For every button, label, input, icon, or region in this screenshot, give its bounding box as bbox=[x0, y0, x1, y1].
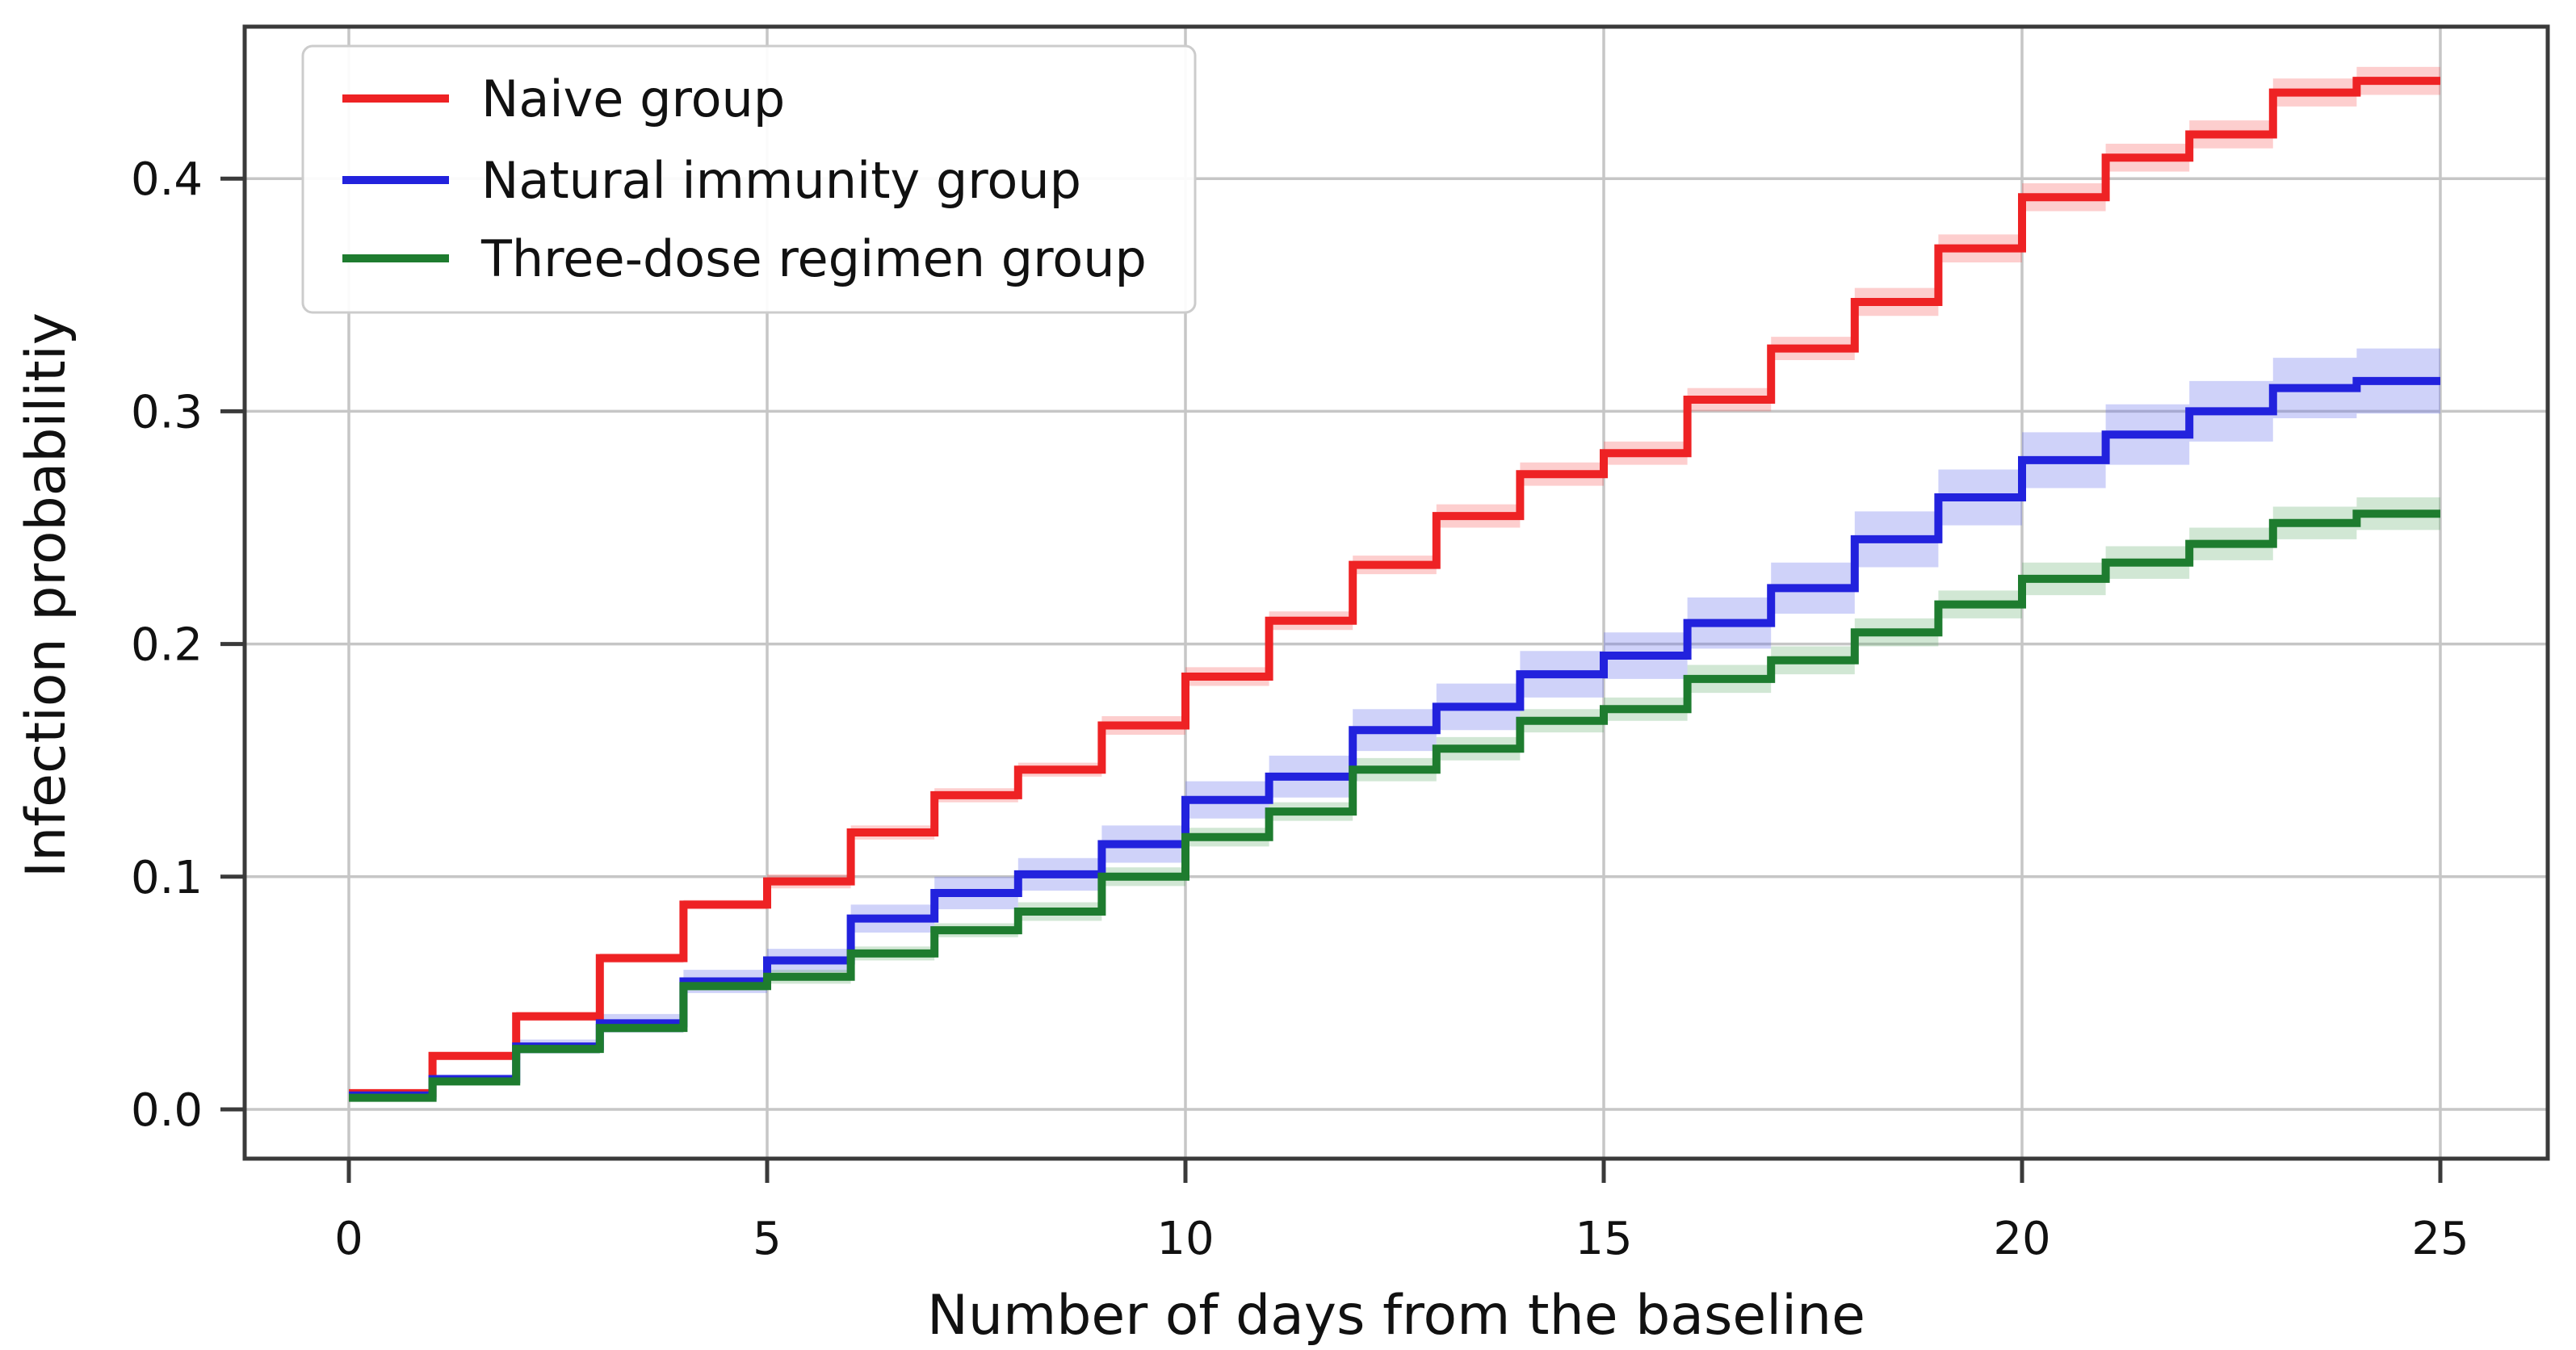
series-line-natural-immunity-group bbox=[349, 376, 2440, 1100]
ci-band-naive-group bbox=[349, 66, 2440, 1096]
x-tick-label-0: 0 bbox=[334, 1213, 363, 1265]
tick-marks bbox=[220, 176, 2443, 1183]
y-tick-label-3: 0.3 bbox=[131, 386, 203, 438]
x-tick-label-4: 20 bbox=[1993, 1213, 2050, 1265]
x-tick-label-3: 15 bbox=[1575, 1213, 1632, 1265]
legend-box bbox=[301, 44, 1197, 314]
x-tick-label-2: 10 bbox=[1156, 1213, 1214, 1265]
ci-band-three-dose-regimen-group bbox=[349, 497, 2440, 1101]
y-tick-label-1: 0.1 bbox=[131, 852, 203, 904]
legend-label-naive-group: Naive group bbox=[481, 69, 785, 128]
legend-label-three-dose-regimen-group: Three-dose regimen group bbox=[480, 229, 1147, 288]
series-line-naive-group bbox=[349, 77, 2440, 1097]
y-tick-label-2: 0.2 bbox=[131, 619, 203, 672]
x-tick-label-1: 5 bbox=[753, 1213, 782, 1265]
legend-label-natural-immunity-group: Natural immunity group bbox=[481, 151, 1081, 210]
x-tick-label-5: 25 bbox=[2411, 1213, 2469, 1265]
plot-area bbox=[349, 66, 2440, 1102]
x-axis-label: Number of days from the baseline bbox=[927, 1284, 1865, 1348]
y-axis-label: Infection probabilitiy bbox=[15, 312, 78, 878]
legend: Naive group Natural immunity group Three-d… bbox=[301, 44, 1197, 314]
y-tick-label-4: 0.4 bbox=[131, 153, 203, 206]
plot-frame bbox=[242, 24, 2550, 1161]
tick-labels: 0 5 10 15 20 25 0.0 0.1 0.2 0.3 0.4 bbox=[131, 153, 2469, 1265]
series-line-three-dose-regimen-group bbox=[349, 509, 2440, 1102]
y-tick-label-0: 0.0 bbox=[131, 1084, 203, 1137]
